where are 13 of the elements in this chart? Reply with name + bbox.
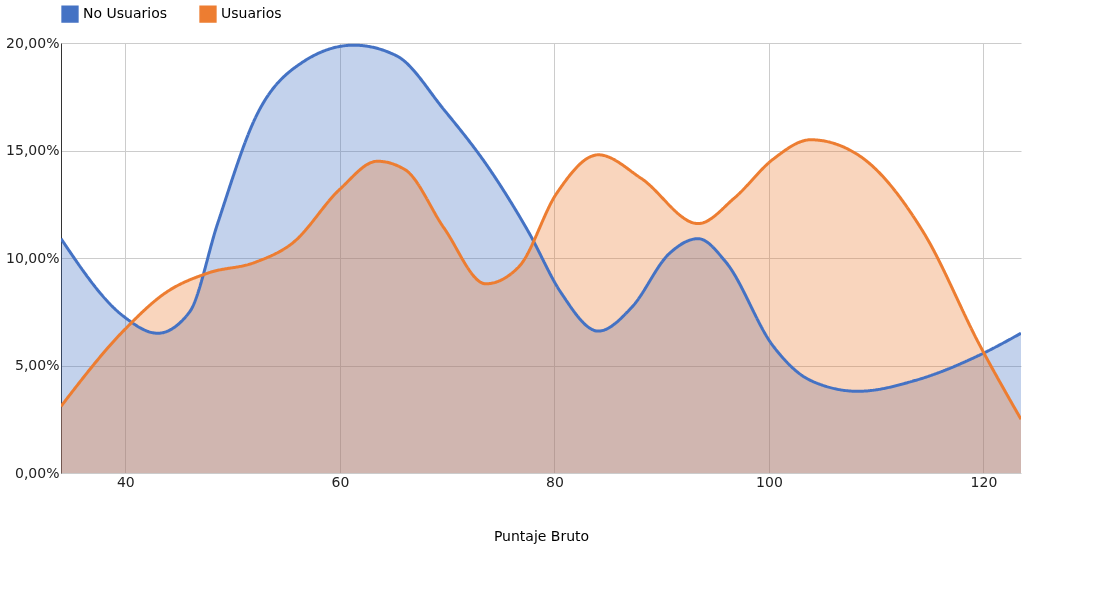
y-tick-label: 20,00% <box>6 34 60 51</box>
x-tick-label: 100 <box>756 473 783 490</box>
x-tick-label: 120 <box>970 473 998 490</box>
y-tick-label: 5,00% <box>15 357 60 373</box>
x-tick-label: 40 <box>116 473 135 490</box>
y-tick-label: 0,00% <box>15 464 60 481</box>
y-tick-label: 15,00% <box>6 142 60 158</box>
y-tick-label: 10,00% <box>6 249 60 266</box>
x-axis-title: Puntaje Bruto <box>493 527 590 544</box>
legend-label: Usuarios <box>221 5 282 22</box>
x-tick-label: 60 <box>331 473 350 490</box>
legend-label: No Usuarios <box>83 5 167 22</box>
x-tick-label: 80 <box>545 473 564 490</box>
